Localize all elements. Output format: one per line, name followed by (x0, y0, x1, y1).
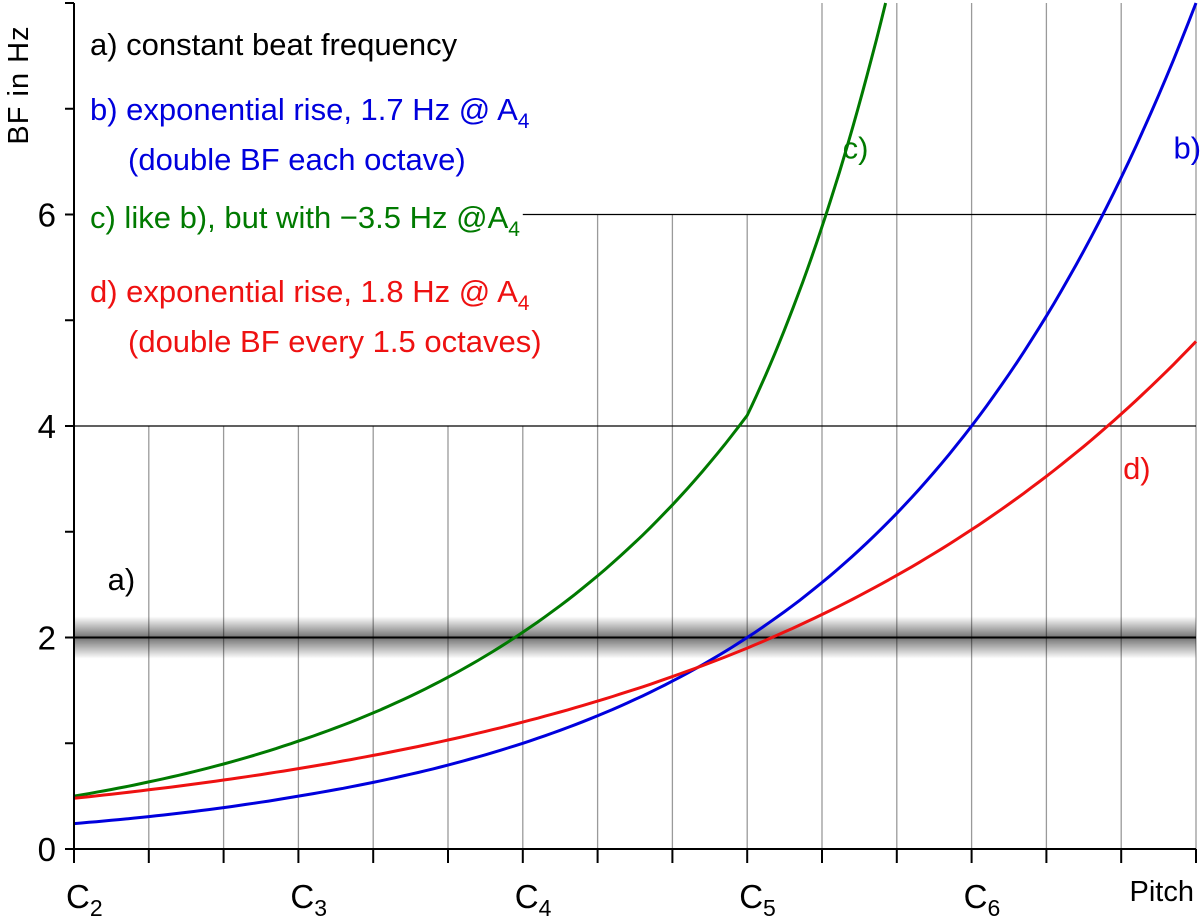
series-c-line (73, 2, 888, 798)
legend-b-line: (double BF each octave) (128, 142, 466, 177)
x-tick-label: C6 (964, 878, 1001, 921)
legend-d-line: (double BF every 1.5 octaves) (128, 324, 542, 359)
series-lines (73, 2, 1198, 826)
legend-a-line: a) constant beat frequency (90, 27, 458, 62)
series-b-line (73, 2, 1198, 826)
series-b-label: b) (1174, 130, 1200, 165)
x-axis-end-label: Pitch (1130, 876, 1194, 908)
series-a-label: a) (108, 562, 136, 597)
x-tick-label: C2 (66, 878, 103, 921)
x-tick-label: C3 (290, 878, 327, 921)
grid-lines (74, 3, 1197, 849)
legend-d-line: d) exponential rise, 1.8 Hz @ A4 (90, 274, 530, 315)
x-tick-label: C4 (515, 878, 552, 921)
legend-c-line: c) like b), but with −3.5 Hz @A4 (90, 200, 520, 241)
series-d-line (73, 340, 1198, 800)
axes: 0 2 4 6 BF in Hz C2 C3 C4 C5 C6 Pitch (3, 2, 1197, 921)
y-tick-label: 6 (38, 197, 56, 234)
series-c-label: c) (843, 130, 869, 165)
series-d-label: d) (1123, 451, 1151, 486)
x-tick-label: C5 (739, 878, 776, 921)
legend: a) constant beat frequency b) exponential… (90, 27, 542, 359)
legend-b-line: b) exponential rise, 1.7 Hz @ A4 (90, 92, 530, 133)
y-tick-label: 2 (38, 620, 56, 657)
curve-labels: a) b) c) d) (108, 130, 1200, 596)
y-tick-label: 0 (38, 831, 56, 868)
y-axis-label: BF in Hz (3, 25, 35, 144)
y-tick-label: 4 (38, 408, 56, 445)
